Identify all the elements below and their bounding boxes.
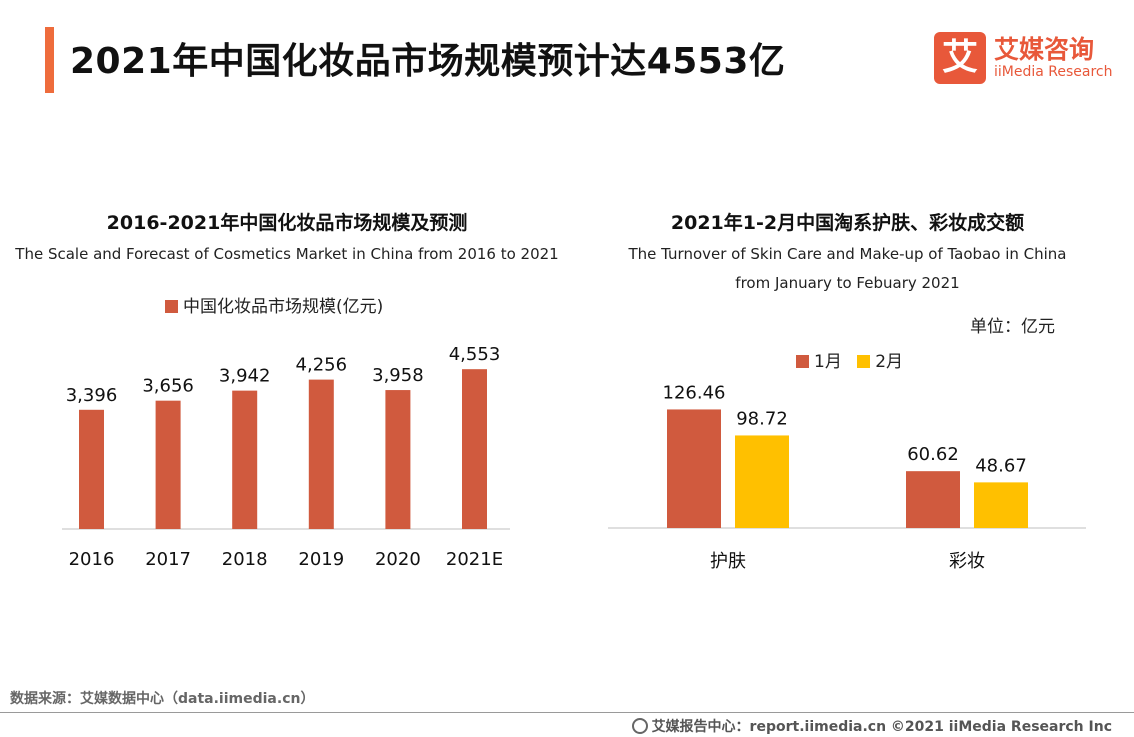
data-source-note: 数据来源：艾媒数据中心（data.iimedia.cn） <box>10 691 315 707</box>
brand-logo: 艾 艾媒咨询 iiMedia Research <box>934 32 1119 86</box>
left-chart-title: 2016-2021年中国化妆品市场规模及预测 <box>106 212 468 234</box>
logo-chinese-name: 艾媒咨询 <box>994 35 1095 64</box>
legend-swatch-feb <box>857 355 871 368</box>
left-bar-2017 <box>155 400 181 529</box>
right-bar-护肤-feb <box>735 435 789 528</box>
left-bar-2016 <box>79 409 104 529</box>
left-bar-label-2020: 3,958 <box>372 365 424 386</box>
right-chart-subtitle-line2: from January to Febuary 2021 <box>735 274 960 292</box>
right-bar-label-彩妆-feb: 48.67 <box>975 455 1027 476</box>
logo-english-name: iiMedia Research <box>994 64 1113 80</box>
right-chart-title: 2021年1-2月中国淘系护肤、彩妆成交额 <box>670 212 1025 234</box>
legend-item-feb: 2月 <box>857 347 903 372</box>
left-x-tick-2016: 2016 <box>69 549 115 570</box>
legend-item-jan: 1月 <box>796 347 842 372</box>
left-chart-subtitle: The Scale and Forecast of Cosmetics Mark… <box>15 245 559 263</box>
left-x-tick-2017: 2017 <box>145 549 191 570</box>
left-x-tick-2020: 2020 <box>375 549 421 570</box>
left-bar-2021E <box>462 369 487 529</box>
right-bar-护肤-jan <box>667 409 721 528</box>
title-accent-bar <box>45 27 54 93</box>
right-x-tick-彩妆: 彩妆 <box>949 551 985 572</box>
globe-icon <box>631 718 648 734</box>
right-chart-legend: 1月 2月 <box>796 347 913 372</box>
left-bar-2019 <box>308 379 334 529</box>
right-x-tick-护肤: 护肤 <box>710 551 746 572</box>
left-bar-label-2019: 4,256 <box>296 355 348 376</box>
left-bar-label-2021E: 4,553 <box>449 344 501 365</box>
left-bar-2018 <box>232 390 258 529</box>
footer-credit: 艾媒报告中心：report.iimedia.cn ©2021 iiMedia R… <box>631 716 1112 736</box>
right-bar-彩妆-jan <box>906 471 960 528</box>
right-bar-彩妆-feb <box>974 482 1028 528</box>
legend-label-jan: 1月 <box>814 352 842 372</box>
left-bar-label-2017: 3,656 <box>142 376 194 397</box>
right-bar-label-护肤-feb: 98.72 <box>736 408 788 429</box>
legend-item-market-scale: 中国化妆品市场规模(亿元) <box>165 292 383 317</box>
legend-swatch-jan <box>796 355 809 368</box>
right-bar-label-彩妆-jan: 60.62 <box>907 444 959 465</box>
left-x-tick-2021E: 2021E <box>446 549 503 570</box>
footer-divider <box>0 712 1134 713</box>
page-title: 2021年中国化妆品市场规模预计达4553亿 <box>70 41 786 82</box>
legend-label-market-scale: 中国化妆品市场规模(亿元) <box>183 297 384 317</box>
left-x-tick-2018: 2018 <box>222 549 268 570</box>
right-chart-unit: 单位：亿元 <box>970 317 1055 337</box>
left-bar-2020 <box>385 390 411 529</box>
logo-mark-icon: 艾 <box>934 32 986 84</box>
left-chart-legend: 中国化妆品市场规模(亿元) <box>165 292 393 317</box>
right-bar-label-护肤-jan: 126.46 <box>663 382 726 403</box>
right-chart-subtitle-line1: The Turnover of Skin Care and Make-up of… <box>628 245 1067 263</box>
left-x-tick-2019: 2019 <box>298 549 344 570</box>
left-bar-label-2018: 3,942 <box>219 366 271 387</box>
legend-label-feb: 2月 <box>875 352 904 372</box>
footer-credit-text: 艾媒报告中心：report.iimedia.cn ©2021 iiMedia R… <box>651 719 1112 735</box>
left-bar-label-2016: 3,396 <box>66 385 118 406</box>
legend-swatch-market-scale <box>165 300 178 313</box>
